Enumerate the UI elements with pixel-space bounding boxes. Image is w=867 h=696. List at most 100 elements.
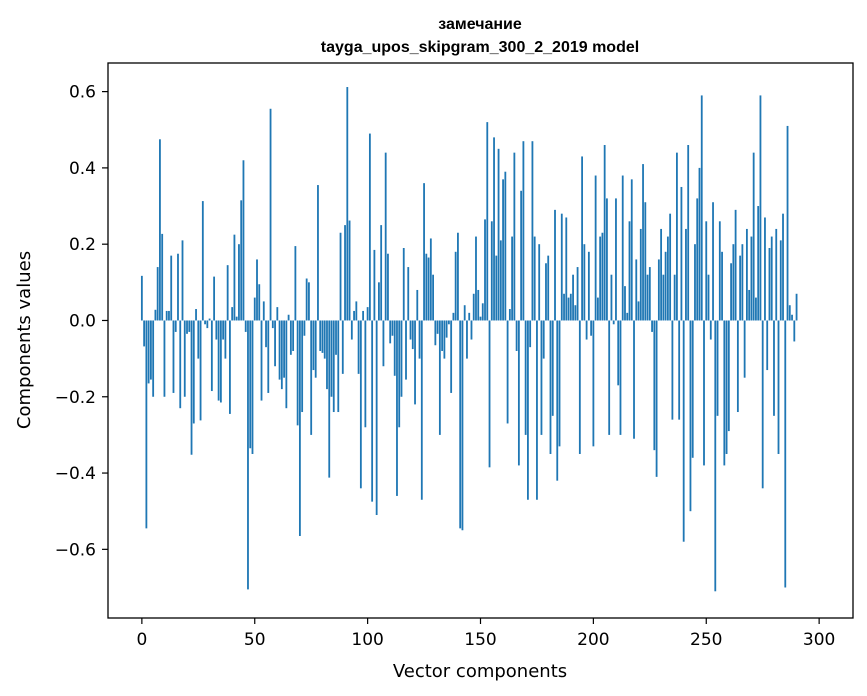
bar-38 [226, 265, 229, 321]
bar-280 [773, 320, 775, 416]
bar-8 [159, 139, 161, 321]
chart-title-line-2: tayga_upos_skipgram_300_2_2019 model [321, 39, 639, 56]
x-axis-label: Vector components [393, 661, 567, 682]
bar-231 [662, 274, 665, 321]
bar-209 [612, 320, 615, 325]
bar-3 [147, 320, 150, 384]
bar-219 [635, 259, 638, 321]
bar-162 [506, 320, 509, 424]
bar-137 [450, 320, 453, 393]
bar-246 [696, 198, 699, 321]
bar-248 [700, 95, 703, 321]
bar-226 [651, 320, 653, 332]
bar-192 [574, 305, 577, 321]
bar-268 [745, 228, 748, 321]
bar-151 [481, 303, 484, 321]
bar-105 [378, 282, 380, 321]
bar-76 [312, 320, 315, 371]
bar-4 [149, 320, 152, 380]
bar-148 [475, 236, 477, 321]
bar-33 [215, 320, 218, 340]
bar-183 [554, 209, 556, 321]
bar-242 [687, 145, 690, 321]
bar-157 [495, 255, 498, 321]
bar-215 [626, 312, 629, 321]
bar-216 [628, 221, 631, 321]
bar-51 [256, 259, 258, 321]
bar-55 [265, 320, 267, 348]
bar-164 [511, 236, 514, 321]
bar-171 [527, 320, 529, 500]
bar-134 [443, 320, 446, 359]
bar-88 [339, 232, 342, 321]
bar-169 [522, 141, 525, 321]
bar-140 [457, 232, 459, 321]
bar-127 [427, 257, 430, 321]
bar-121 [414, 320, 416, 405]
bar-132 [438, 320, 441, 435]
bar-250 [705, 221, 708, 321]
bar-27 [201, 201, 204, 321]
bar-267 [743, 320, 746, 378]
bar-178 [542, 320, 545, 359]
bar-153 [486, 122, 489, 321]
bar-82 [326, 320, 328, 390]
bar-111 [391, 320, 394, 336]
bar-165 [513, 152, 516, 321]
bar-135 [445, 320, 448, 338]
bar-237 [676, 152, 678, 321]
bar-223 [644, 202, 647, 321]
bar-52 [258, 284, 261, 321]
bar-230 [660, 228, 663, 321]
bar-213 [621, 175, 624, 321]
bar-160 [502, 179, 504, 321]
bar-130 [434, 320, 437, 346]
bar-59 [274, 320, 276, 367]
bar-199 [590, 320, 593, 336]
bar-276 [764, 217, 766, 321]
bar-206 [606, 198, 608, 321]
bar-116 [402, 248, 405, 321]
bar-32 [213, 276, 216, 321]
bar-90 [344, 225, 346, 321]
bar-24 [195, 309, 197, 321]
bar-152 [484, 219, 486, 321]
bar-188 [565, 217, 568, 321]
bar-253 [712, 202, 714, 321]
bar-62 [280, 320, 283, 390]
bar-95 [355, 301, 358, 321]
bar-259 [725, 320, 728, 454]
bar-42 [235, 316, 238, 321]
bar-167 [517, 320, 520, 466]
bar-265 [739, 255, 742, 321]
bar-37 [224, 320, 227, 359]
bar-102 [371, 320, 374, 502]
bar-72 [303, 320, 306, 336]
bar-234 [669, 213, 672, 321]
bar-236 [673, 274, 676, 321]
x-tick-label: 0 [136, 630, 147, 650]
bar-190 [569, 293, 572, 321]
bar-29 [206, 320, 209, 329]
bar-47 [247, 320, 249, 590]
bar-36 [222, 320, 225, 340]
bar-264 [736, 320, 739, 413]
bar-287 [788, 305, 791, 321]
bar-11 [165, 310, 168, 321]
bar-217 [630, 179, 633, 321]
y-tick-label: 0.2 [69, 235, 96, 255]
bar-63 [283, 320, 285, 378]
bar-146 [470, 320, 473, 340]
bar-119 [409, 320, 412, 340]
bar-106 [380, 225, 383, 321]
bar-144 [466, 320, 468, 359]
bar-269 [748, 289, 751, 321]
bar-110 [389, 320, 392, 344]
bar-98 [362, 310, 365, 321]
y-tick-label: −0.4 [55, 464, 96, 484]
bar-7 [156, 267, 159, 321]
bar-46 [244, 320, 247, 332]
bar-212 [619, 320, 622, 435]
